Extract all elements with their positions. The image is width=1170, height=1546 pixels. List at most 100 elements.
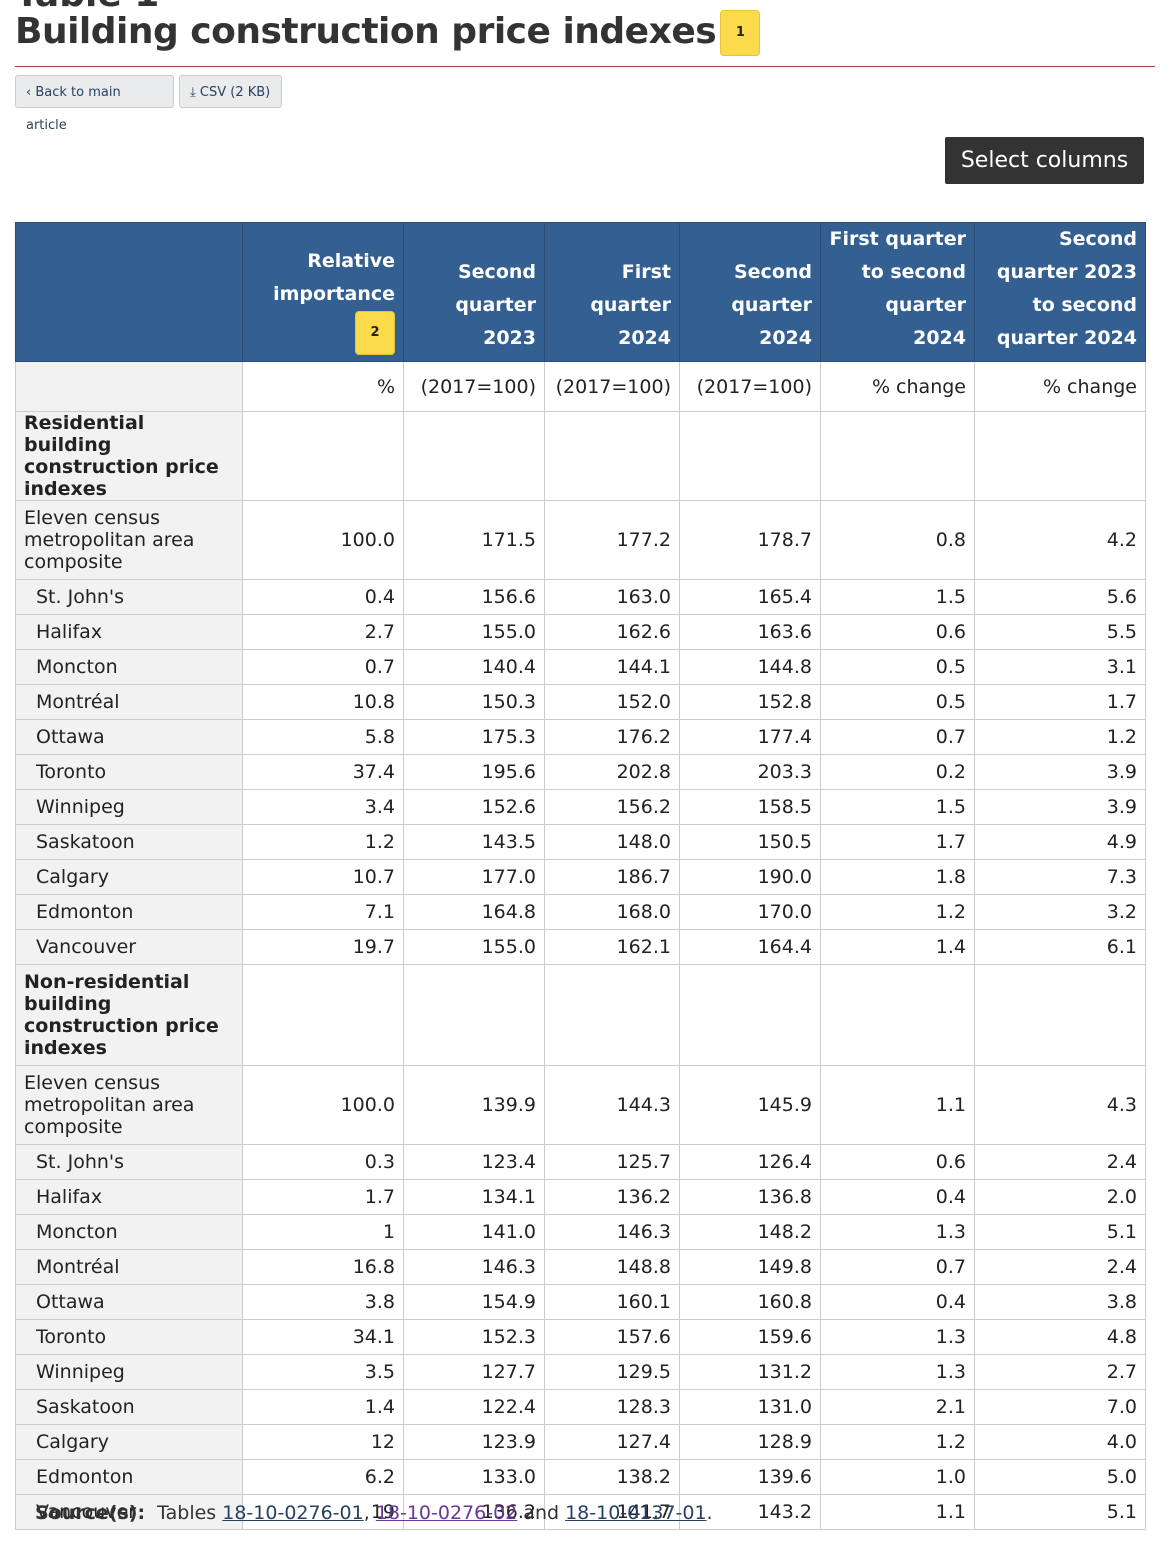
value-cell: 170.0 <box>679 894 821 930</box>
value-cell: 1.8 <box>820 859 975 895</box>
value-cell: 1.1 <box>820 1065 975 1145</box>
data-row: Halifax 1.7 134.1 136.2 136.8 0.4 2.0 <box>15 1179 1146 1215</box>
csv-button[interactable]: ⤓ CSV (2 KB) <box>179 75 282 108</box>
data-row: Winnipeg 3.4 152.6 156.2 158.5 1.5 3.9 <box>15 789 1146 825</box>
units-cell <box>15 361 243 412</box>
footnote-link[interactable]: 1 <box>720 10 761 56</box>
data-row: Moncton 0.7 140.4 144.1 144.8 0.5 3.1 <box>15 649 1146 685</box>
row-label: Calgary <box>15 1424 243 1460</box>
data-row: Edmonton 6.2 133.0 138.2 139.6 1.0 5.0 <box>15 1459 1146 1495</box>
value-cell: 3.9 <box>974 789 1146 825</box>
value-cell: 0.4 <box>820 1284 975 1320</box>
empty-cell <box>242 411 404 501</box>
row-label: Halifax <box>15 1179 243 1215</box>
value-cell: 5.0 <box>974 1459 1146 1495</box>
value-cell: 171.5 <box>403 500 545 580</box>
row-label: Edmonton <box>15 1459 243 1495</box>
data-row: Saskatoon 1.2 143.5 148.0 150.5 1.7 4.9 <box>15 824 1146 860</box>
value-cell: 136.2 <box>544 1179 680 1215</box>
units-cell: (2017=100) <box>544 361 680 412</box>
value-cell: 177.4 <box>679 719 821 755</box>
back-button[interactable]: ‹ Back to main article <box>15 75 174 133</box>
units-cell: % change <box>820 361 975 412</box>
data-row: St. John's 0.3 123.4 125.7 126.4 0.6 2.4 <box>15 1144 1146 1180</box>
row-label: Saskatoon <box>15 824 243 860</box>
value-cell: 177.0 <box>403 859 545 895</box>
rule <box>15 66 1155 67</box>
link[interactable]: 18-10-0276-02 <box>375 1502 518 1524</box>
header-cell: Second quarter 2024 <box>679 222 821 362</box>
value-cell: 175.3 <box>403 719 545 755</box>
link[interactable]: 18-10-0276-01 <box>222 1502 364 1524</box>
value-cell: 0.7 <box>820 719 975 755</box>
value-cell: 1.3 <box>820 1214 975 1250</box>
value-cell: 148.2 <box>679 1214 821 1250</box>
value-cell: 164.4 <box>679 929 821 965</box>
value-cell: 125.7 <box>544 1144 680 1180</box>
value-cell: 143.5 <box>403 824 545 860</box>
data-row: Winnipeg 3.5 127.7 129.5 131.2 1.3 2.7 <box>15 1354 1146 1390</box>
value-cell: 1.2 <box>974 719 1146 755</box>
value-cell: 127.4 <box>544 1424 680 1460</box>
value-cell: 100.0 <box>242 500 404 580</box>
footnote-link[interactable]: 2 <box>355 311 395 355</box>
value-cell: 136.8 <box>679 1179 821 1215</box>
value-cell: 152.3 <box>403 1319 545 1355</box>
source-label: Source(s): <box>35 1502 146 1524</box>
value-cell: 178.7 <box>679 500 821 580</box>
value-cell: 4.0 <box>974 1424 1146 1460</box>
data-row: Eleven census metropolitan area composit… <box>15 500 1146 580</box>
value-cell: 1.3 <box>820 1319 975 1355</box>
value-cell: 3.1 <box>974 649 1146 685</box>
value-cell: 4.3 <box>974 1065 1146 1145</box>
value-cell: 176.2 <box>544 719 680 755</box>
value-cell: 7.0 <box>974 1389 1146 1425</box>
row-label: Edmonton <box>15 894 243 930</box>
value-cell: 3.4 <box>242 789 404 825</box>
value-cell: 0.6 <box>820 1144 975 1180</box>
value-cell: 7.1 <box>242 894 404 930</box>
value-cell: 3.8 <box>242 1284 404 1320</box>
value-cell: 141.7 <box>544 1494 680 1530</box>
value-cell: 0.6 <box>820 614 975 650</box>
select-columns[interactable]: Select columns <box>945 137 1144 184</box>
row-label: Toronto <box>15 1319 243 1355</box>
row-label: Ottawa <box>15 1284 243 1320</box>
value-cell: 2.7 <box>242 614 404 650</box>
source-text: Tables <box>157 1502 217 1524</box>
value-cell: 1.2 <box>242 824 404 860</box>
value-cell: 5.1 <box>974 1214 1146 1250</box>
value-cell: 19.7 <box>242 929 404 965</box>
value-cell: 163.6 <box>679 614 821 650</box>
value-cell: 5.1 <box>974 1494 1146 1530</box>
value-cell: 0.2 <box>820 754 975 790</box>
value-cell: 34.1 <box>242 1319 404 1355</box>
value-cell: 160.8 <box>679 1284 821 1320</box>
value-cell: 156.6 <box>403 579 545 615</box>
header-row: Relative importance 2 Second quarter 2023 F… <box>15 222 1146 362</box>
value-cell: 155.0 <box>403 614 545 650</box>
title: Building construction price indexes 1 <box>15 10 761 56</box>
value-cell: 3.2 <box>974 894 1146 930</box>
empty-cell <box>974 411 1146 501</box>
value-cell: 146.3 <box>403 1249 545 1285</box>
row-label: Montréal <box>15 684 243 720</box>
value-cell: 2.0 <box>974 1179 1146 1215</box>
value-cell: 1.4 <box>820 929 975 965</box>
value-cell: 162.1 <box>544 929 680 965</box>
empty-cell <box>820 411 975 501</box>
value-cell: 160.1 <box>544 1284 680 1320</box>
value-cell: 123.4 <box>403 1144 545 1180</box>
value-cell: 126.4 <box>679 1144 821 1180</box>
link[interactable]: 18-10-0137-01 <box>565 1502 707 1524</box>
row-label: Halifax <box>15 614 243 650</box>
value-cell: 149.8 <box>679 1249 821 1285</box>
source-text: . <box>706 1502 713 1524</box>
units-cell: (2017=100) <box>679 361 821 412</box>
column-label: Second quarter 2023 to second quarter 20… <box>996 228 1137 349</box>
value-cell: 148.0 <box>544 824 680 860</box>
empty-cell <box>974 964 1146 1066</box>
value-cell: 143.2 <box>679 1494 821 1530</box>
value-cell: 123.9 <box>403 1424 545 1460</box>
value-cell: 152.6 <box>403 789 545 825</box>
